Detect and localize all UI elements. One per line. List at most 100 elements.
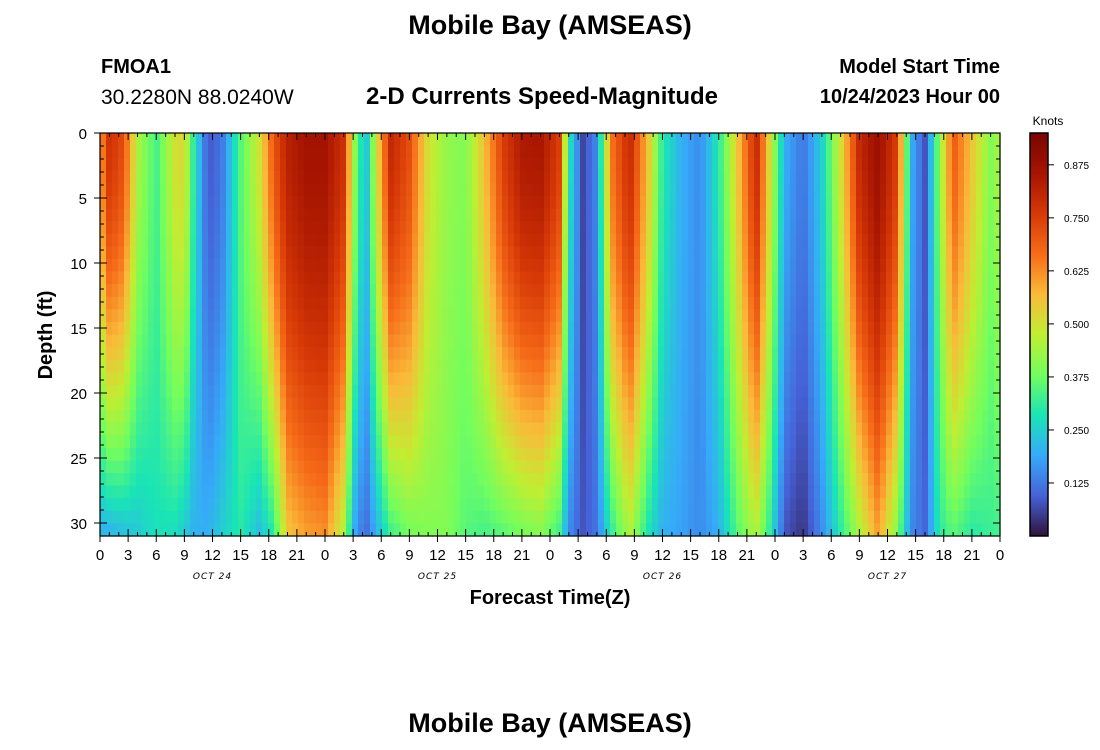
heatmap-cell (220, 133, 227, 147)
heatmap-cell (538, 271, 545, 285)
heatmap-cell (220, 384, 227, 399)
heatmap-cell (880, 460, 887, 474)
heatmap-cell (322, 221, 329, 235)
heatmap-cell (574, 510, 581, 524)
heatmap-cell (982, 384, 989, 399)
heatmap-cell (622, 359, 629, 373)
heatmap-cell (934, 460, 941, 474)
heatmap-cell (772, 309, 779, 323)
heatmap-cell (370, 384, 377, 399)
heatmap-cell (712, 410, 719, 424)
heatmap-cell (406, 158, 413, 172)
heatmap-cell (382, 397, 389, 411)
heatmap-cell (580, 221, 587, 235)
heatmap-cell (106, 296, 113, 310)
heatmap-cell (172, 523, 179, 537)
heatmap-cell (982, 133, 989, 147)
heatmap-cell (820, 410, 827, 424)
heatmap-cell (760, 183, 767, 197)
heatmap-cell (394, 384, 401, 399)
heatmap-cell (436, 158, 443, 172)
heatmap-cell (694, 510, 701, 524)
heatmap-cell (772, 510, 779, 524)
heatmap-cell (214, 296, 221, 310)
heatmap-cell (856, 485, 863, 499)
heatmap-cell (712, 447, 719, 462)
heatmap-cell (820, 133, 827, 147)
heatmap-cell (670, 133, 677, 147)
heatmap-cell (568, 208, 575, 222)
heatmap-cell (688, 208, 695, 222)
heatmap-cell (670, 334, 677, 348)
heatmap-cell (832, 473, 839, 487)
heatmap-cell (610, 473, 617, 487)
heatmap-cell (844, 435, 851, 449)
heatmap-cell (484, 447, 491, 462)
heatmap-cell (622, 158, 629, 172)
heatmap-cell (838, 334, 845, 348)
heatmap-cell (928, 435, 935, 449)
heatmap-cell (520, 221, 527, 235)
heatmap-cell (520, 384, 527, 399)
heatmap-cell (184, 296, 191, 310)
heatmap-cell (532, 133, 539, 147)
heatmap-cell (454, 145, 461, 159)
heatmap-cell (190, 170, 197, 184)
heatmap-cell (352, 435, 359, 449)
heatmap-cell (592, 246, 599, 260)
heatmap-cell (442, 397, 449, 411)
heatmap-cell (136, 233, 143, 247)
heatmap-cell (676, 473, 683, 487)
heatmap-cell (724, 447, 731, 462)
heatmap-cell (604, 359, 611, 373)
heatmap-cell (502, 271, 509, 285)
heatmap-cell (286, 372, 293, 386)
heatmap-cell (766, 284, 773, 298)
heatmap-cell (616, 170, 623, 184)
heatmap-cell (292, 321, 299, 336)
heatmap-cell (460, 258, 467, 273)
heatmap-cell (736, 435, 743, 449)
heatmap-cell (826, 170, 833, 184)
heatmap-cell (466, 523, 473, 537)
heatmap-cell (298, 133, 305, 147)
heatmap-cell (658, 435, 665, 449)
heatmap-cell (262, 170, 269, 184)
heatmap-cell (892, 498, 899, 512)
heatmap-cell (454, 347, 461, 361)
heatmap-cell (898, 347, 905, 361)
heatmap-cell (418, 384, 425, 399)
heatmap-cell (700, 372, 707, 386)
heatmap-cell (496, 523, 503, 537)
heatmap-cell (748, 372, 755, 386)
heatmap-cell (868, 347, 875, 361)
heatmap-cell (328, 523, 335, 537)
heatmap-cell (802, 145, 809, 159)
heatmap-cell (376, 183, 383, 197)
heatmap-cell (244, 359, 251, 373)
heatmap-cell (580, 208, 587, 222)
heatmap-cell (184, 435, 191, 449)
heatmap-cell (778, 246, 785, 260)
heatmap-cell (256, 435, 263, 449)
heatmap-cell (958, 510, 965, 524)
heatmap-cell (112, 523, 119, 537)
heatmap-cell (958, 158, 965, 172)
heatmap-cell (664, 359, 671, 373)
heatmap-cell (808, 208, 815, 222)
heatmap-cell (946, 473, 953, 487)
heatmap-cell (310, 410, 317, 424)
heatmap-cell (502, 195, 509, 210)
heatmap-cell (646, 485, 653, 499)
heatmap-cell (418, 372, 425, 386)
heatmap-cell (346, 321, 353, 336)
heatmap-cell (250, 208, 257, 222)
heatmap-cell (526, 309, 533, 323)
heatmap-cell (814, 170, 821, 184)
heatmap-cell (442, 233, 449, 247)
heatmap-cell (316, 296, 323, 310)
heatmap-cell (208, 296, 215, 310)
heatmap-cell (904, 510, 911, 524)
heatmap-cell (106, 485, 113, 499)
heatmap-cell (832, 271, 839, 285)
